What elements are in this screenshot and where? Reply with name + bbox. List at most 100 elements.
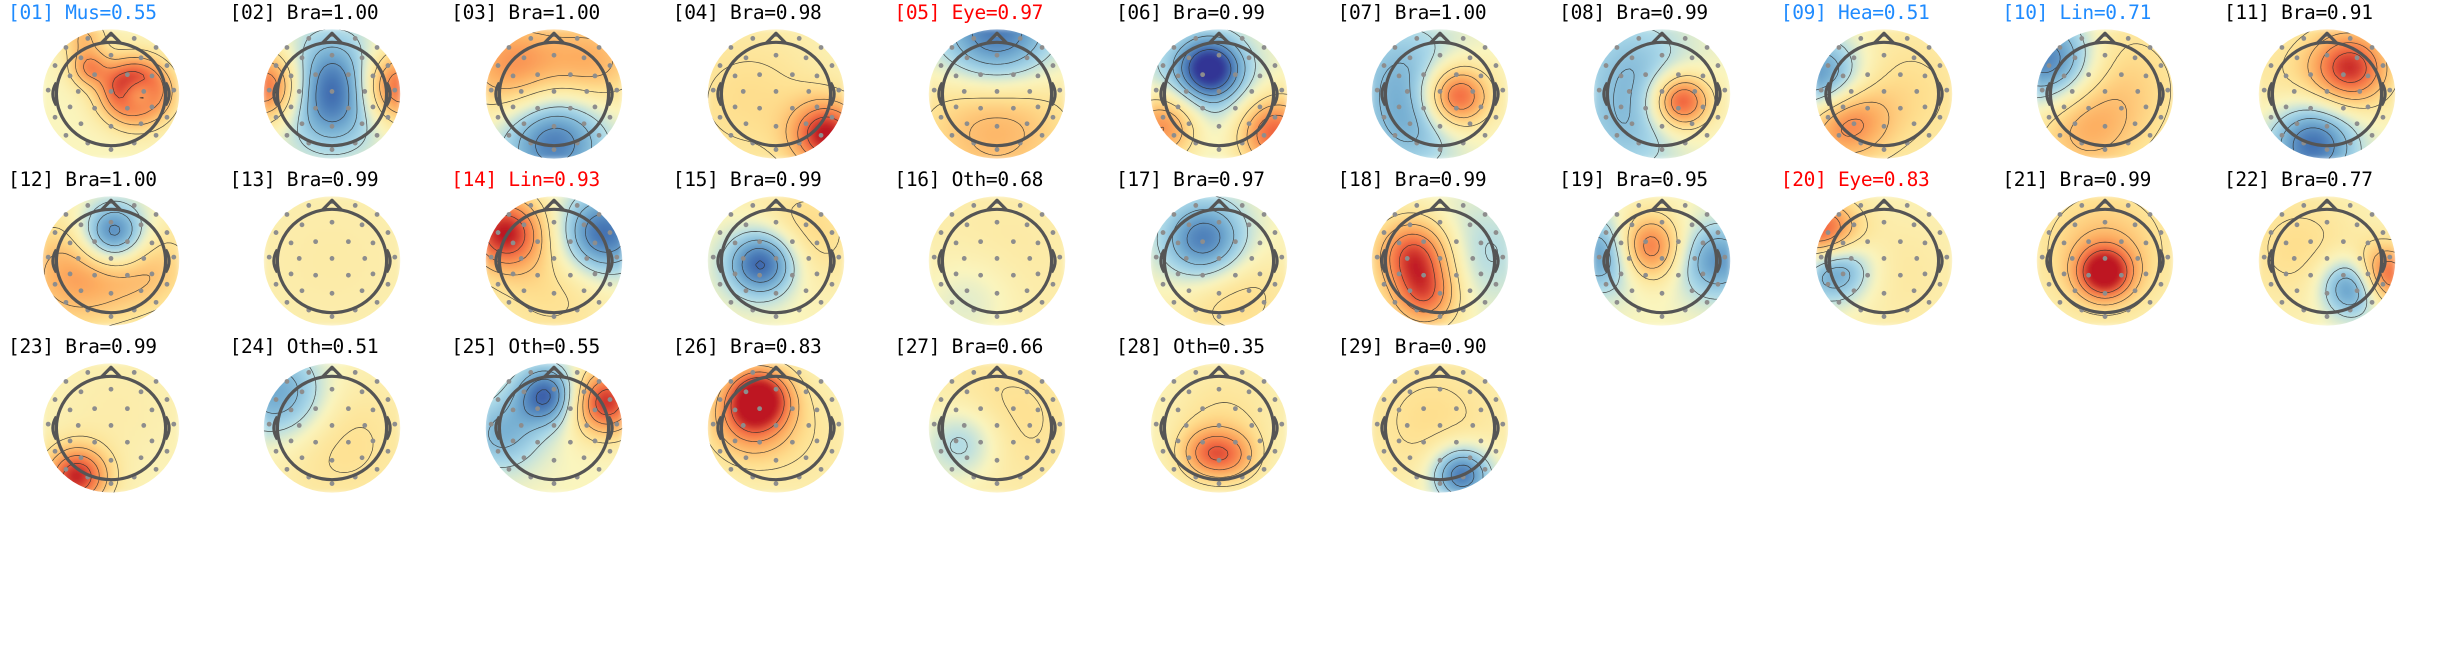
- topography-plot-15[interactable]: [701, 190, 851, 332]
- component-cell-19[interactable]: [19] Bra=0.95: [1551, 169, 1773, 336]
- component-cell-07[interactable]: [07] Bra=1.00: [1330, 2, 1552, 169]
- topomap-19: [1587, 190, 1737, 332]
- component-cell-24[interactable]: [24] Oth=0.51: [222, 336, 444, 503]
- component-cell-29[interactable]: [29] Bra=0.90: [1330, 336, 1552, 503]
- component-label-15: [15] Bra=0.99: [673, 169, 822, 191]
- topography-plot-08[interactable]: [1587, 23, 1737, 165]
- topography-plot-23[interactable]: [36, 357, 186, 499]
- component-cell-02[interactable]: [02] Bra=1.00: [222, 2, 444, 169]
- component-cell-25[interactable]: [25] Oth=0.55: [443, 336, 665, 503]
- topography-plot-01[interactable]: [36, 23, 186, 165]
- component-label-10: [10] Lin=0.71: [2002, 2, 2151, 24]
- component-label-22: [22] Bra=0.77: [2224, 169, 2373, 191]
- topomap-02: [257, 23, 407, 165]
- topography-plot-06[interactable]: [1144, 23, 1294, 165]
- component-cell-16[interactable]: [16] Oth=0.68: [886, 169, 1108, 336]
- topography-plot-27[interactable]: [922, 357, 1072, 499]
- component-label-23: [23] Bra=0.99: [8, 336, 157, 358]
- topography-plot-28[interactable]: [1144, 357, 1294, 499]
- component-label-07: [07] Bra=1.00: [1338, 2, 1487, 24]
- topomap-27: [922, 357, 1072, 499]
- component-cell-05[interactable]: [05] Eye=0.97: [886, 2, 1108, 169]
- component-cell-23[interactable]: [23] Bra=0.99: [0, 336, 222, 503]
- topography-plot-14[interactable]: [479, 190, 629, 332]
- topography-plot-11[interactable]: [2252, 23, 2402, 165]
- component-label-27: [27] Bra=0.66: [894, 336, 1043, 358]
- component-label-05: [05] Eye=0.97: [894, 2, 1043, 24]
- topomap-25: [479, 357, 629, 499]
- topomap-24: [257, 357, 407, 499]
- topography-plot-17[interactable]: [1144, 190, 1294, 332]
- topography-plot-29[interactable]: [1365, 357, 1515, 499]
- topography-plot-04[interactable]: [701, 23, 851, 165]
- topography-plot-07[interactable]: [1365, 23, 1515, 165]
- component-label-19: [19] Bra=0.95: [1559, 169, 1708, 191]
- component-cell-09[interactable]: [09] Hea=0.51: [1773, 2, 1995, 169]
- topography-plot-19[interactable]: [1587, 190, 1737, 332]
- topography-plot-18[interactable]: [1365, 190, 1515, 332]
- component-label-13: [13] Bra=0.99: [230, 169, 379, 191]
- component-cell-06[interactable]: [06] Bra=0.99: [1108, 2, 1330, 169]
- component-label-16: [16] Oth=0.68: [894, 169, 1043, 191]
- topomap-06: [1144, 23, 1294, 165]
- topography-plot-02[interactable]: [257, 23, 407, 165]
- topomap-29: [1365, 357, 1515, 499]
- component-cell-22[interactable]: [22] Bra=0.77: [2216, 169, 2438, 336]
- topomap-04: [701, 23, 851, 165]
- component-label-17: [17] Bra=0.97: [1116, 169, 1265, 191]
- topography-plot-05[interactable]: [922, 23, 1072, 165]
- topomap-01: [36, 23, 186, 165]
- topomap-22: [2252, 190, 2402, 332]
- topomap-26: [701, 357, 851, 499]
- component-cell-15[interactable]: [15] Bra=0.99: [665, 169, 887, 336]
- component-label-18: [18] Bra=0.99: [1338, 169, 1487, 191]
- component-cell-17[interactable]: [17] Bra=0.97: [1108, 169, 1330, 336]
- component-cell-03[interactable]: [03] Bra=1.00: [443, 2, 665, 169]
- topography-plot-09[interactable]: [1809, 23, 1959, 165]
- topography-plot-21[interactable]: [2030, 190, 2180, 332]
- topomap-10: [2030, 23, 2180, 165]
- component-label-24: [24] Oth=0.51: [230, 336, 379, 358]
- topography-plot-10[interactable]: [2030, 23, 2180, 165]
- topomap-17: [1144, 190, 1294, 332]
- component-label-08: [08] Bra=0.99: [1559, 2, 1708, 24]
- topography-plot-22[interactable]: [2252, 190, 2402, 332]
- component-cell-08[interactable]: [08] Bra=0.99: [1551, 2, 1773, 169]
- topography-plot-03[interactable]: [479, 23, 629, 165]
- topography-plot-20[interactable]: [1809, 190, 1959, 332]
- topomap-15: [701, 190, 851, 332]
- component-label-09: [09] Hea=0.51: [1781, 2, 1930, 24]
- component-label-29: [29] Bra=0.90: [1338, 336, 1487, 358]
- component-cell-01[interactable]: [01] Mus=0.55: [0, 2, 222, 169]
- topography-plot-24[interactable]: [257, 357, 407, 499]
- component-cell-14[interactable]: [14] Lin=0.93: [443, 169, 665, 336]
- topomap-11: [2252, 23, 2402, 165]
- topography-plot-16[interactable]: [922, 190, 1072, 332]
- topomap-09: [1809, 23, 1959, 165]
- component-cell-20[interactable]: [20] Eye=0.83: [1773, 169, 1995, 336]
- component-label-03: [03] Bra=1.00: [451, 2, 600, 24]
- component-label-26: [26] Bra=0.83: [673, 336, 822, 358]
- topomap-07: [1365, 23, 1515, 165]
- component-cell-13[interactable]: [13] Bra=0.99: [222, 169, 444, 336]
- component-label-12: [12] Bra=1.00: [8, 169, 157, 191]
- component-cell-26[interactable]: [26] Bra=0.83: [665, 336, 887, 503]
- component-cell-18[interactable]: [18] Bra=0.99: [1330, 169, 1552, 336]
- topography-plot-26[interactable]: [701, 357, 851, 499]
- component-cell-21[interactable]: [21] Bra=0.99: [1994, 169, 2216, 336]
- component-cell-10[interactable]: [10] Lin=0.71: [1994, 2, 2216, 169]
- topography-plot-12[interactable]: [36, 190, 186, 332]
- topography-plot-13[interactable]: [257, 190, 407, 332]
- component-cell-11[interactable]: [11] Bra=0.91: [2216, 2, 2438, 169]
- topomap-18: [1365, 190, 1515, 332]
- component-cell-27[interactable]: [27] Bra=0.66: [886, 336, 1108, 503]
- component-label-04: [04] Bra=0.98: [673, 2, 822, 24]
- component-cell-12[interactable]: [12] Bra=1.00: [0, 169, 222, 336]
- component-cell-28[interactable]: [28] Oth=0.35: [1108, 336, 1330, 503]
- topography-grid: [01] Mus=0.55 [02] Bra=1.00 [03] Bra=1.00 […: [0, 0, 2438, 503]
- component-cell-04[interactable]: [04] Bra=0.98: [665, 2, 887, 169]
- topomap-08: [1587, 23, 1737, 165]
- component-label-25: [25] Oth=0.55: [451, 336, 600, 358]
- component-label-01: [01] Mus=0.55: [8, 2, 157, 24]
- topography-plot-25[interactable]: [479, 357, 629, 499]
